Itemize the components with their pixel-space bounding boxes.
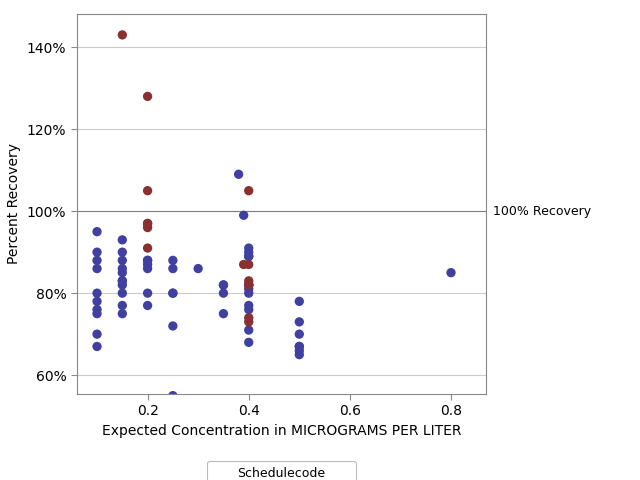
Point [168, 322, 178, 330]
Point [239, 261, 249, 268]
Point [294, 330, 305, 338]
Point [92, 306, 102, 313]
Point [244, 285, 254, 293]
Point [117, 301, 127, 309]
Point [92, 228, 102, 236]
Point [168, 392, 178, 399]
Point [294, 343, 305, 350]
Point [244, 281, 254, 289]
Point [234, 170, 244, 178]
Point [117, 248, 127, 256]
Point [294, 351, 305, 359]
Point [168, 265, 178, 273]
Point [218, 289, 228, 297]
Point [244, 252, 254, 260]
Point [92, 310, 102, 317]
Point [244, 187, 254, 194]
Point [92, 343, 102, 350]
Point [92, 248, 102, 256]
Legend: 2021, 4440: 2021, 4440 [207, 460, 356, 480]
Point [117, 236, 127, 244]
Point [143, 187, 153, 194]
Point [244, 252, 254, 260]
Point [244, 261, 254, 268]
Point [244, 277, 254, 285]
X-axis label: Expected Concentration in MICROGRAMS PER LITER: Expected Concentration in MICROGRAMS PER… [102, 423, 461, 438]
Point [143, 256, 153, 264]
Point [92, 256, 102, 264]
Point [92, 289, 102, 297]
Point [168, 289, 178, 297]
Point [446, 269, 456, 276]
Point [244, 281, 254, 289]
Point [117, 256, 127, 264]
Point [117, 31, 127, 39]
Point [143, 289, 153, 297]
Point [168, 256, 178, 264]
Point [143, 256, 153, 264]
Point [143, 265, 153, 273]
Point [143, 224, 153, 231]
Point [143, 261, 153, 268]
Point [294, 318, 305, 326]
Point [294, 298, 305, 305]
Point [244, 306, 254, 313]
Point [117, 269, 127, 276]
Point [244, 289, 254, 297]
Point [117, 277, 127, 285]
Point [244, 301, 254, 309]
Point [294, 347, 305, 354]
Point [92, 330, 102, 338]
Point [244, 244, 254, 252]
Point [117, 281, 127, 289]
Point [143, 220, 153, 228]
Point [244, 314, 254, 322]
Point [92, 298, 102, 305]
Point [244, 281, 254, 289]
Point [218, 310, 228, 317]
Point [244, 248, 254, 256]
Point [168, 289, 178, 297]
Point [193, 265, 204, 273]
Y-axis label: Percent Recovery: Percent Recovery [7, 144, 21, 264]
Point [117, 289, 127, 297]
Point [239, 211, 249, 219]
Point [244, 338, 254, 346]
Point [92, 265, 102, 273]
Text: 100% Recovery: 100% Recovery [493, 204, 591, 217]
Point [294, 343, 305, 350]
Point [143, 220, 153, 228]
Point [143, 93, 153, 100]
Point [244, 281, 254, 289]
Point [117, 265, 127, 273]
Point [117, 277, 127, 285]
Point [143, 301, 153, 309]
Point [244, 318, 254, 326]
Point [244, 326, 254, 334]
Point [218, 281, 228, 289]
Point [218, 281, 228, 289]
Point [143, 244, 153, 252]
Point [117, 310, 127, 317]
